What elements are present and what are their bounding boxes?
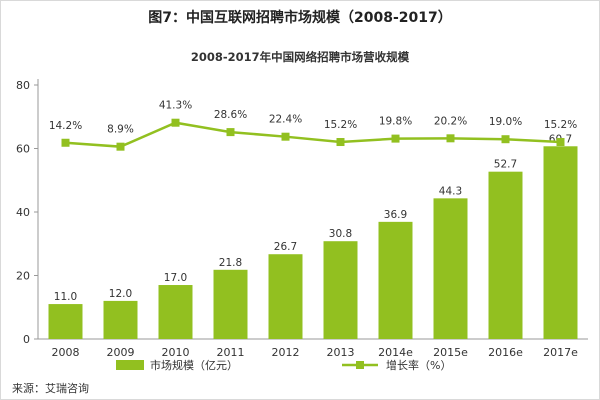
y-tick-label: 20 [16,270,30,283]
bar-value-label: 36.9 [384,209,407,221]
x-tick-label: 2008 [52,346,80,359]
line-point [446,134,455,143]
x-tick-label: 2011 [217,346,245,359]
legend-line-label: 增长率（%） [386,358,451,372]
x-tick-label: 2012 [272,346,300,359]
bar-value-label: 21.8 [219,257,242,269]
legend-line-marker [356,361,364,369]
line-value-label: 15.2% [324,119,357,131]
line-value-label: 20.2% [434,115,467,127]
growth-rate-line [65,121,561,148]
line-point [226,128,235,137]
bar [543,146,578,339]
x-tick-label: 2017e [543,346,578,359]
bar-value-label: 11.0 [54,291,77,303]
line-point [281,132,290,141]
chart-title: 2008-2017年中国网络招聘市场营收规模 [190,50,410,64]
bar [433,198,468,339]
bar [158,285,193,339]
line-value-label: 14.2% [49,120,82,132]
line-point [116,142,125,151]
x-tick-label: 2015e [433,346,468,359]
legend-bar-label: 市场规模（亿元） [150,358,238,372]
line-value-label: 15.2% [544,119,577,131]
bar [103,300,138,339]
bar [378,221,413,339]
line-value-label: 41.3% [159,100,192,112]
bar [268,254,303,339]
line-value-label: 8.9% [107,124,134,136]
x-tick-label: 2014e [378,346,413,359]
y-tick-label: 0 [23,333,30,346]
legend-bar-swatch [116,360,144,370]
bar-value-label: 12.0 [109,288,132,300]
line-point [556,138,565,147]
bar [323,241,358,339]
line-point [391,134,400,143]
bar-value-label: 52.7 [494,159,517,171]
bar [213,269,248,339]
bar-value-label: 17.0 [164,272,187,284]
line-point [501,135,510,144]
line-value-label: 28.6% [214,109,247,121]
line-point [171,118,180,127]
y-tick-label: 60 [16,143,30,156]
y-tick-label: 80 [16,79,30,92]
bar-value-label: 30.8 [329,228,352,240]
y-tick-label: 40 [16,206,30,219]
x-tick-label: 2009 [107,346,135,359]
bar [488,171,523,339]
bar [48,304,83,339]
source-note: 来源：艾瑞咨询 [12,382,89,395]
bar-value-label: 44.3 [439,185,462,197]
x-tick-label: 2016e [488,346,523,359]
line-value-label: 22.4% [269,114,302,126]
line-value-label: 19.0% [489,116,522,128]
bar-value-label: 26.7 [274,241,297,253]
x-tick-label: 2013 [327,346,355,359]
line-value-label: 19.8% [379,116,412,128]
figure-title: 图7：中国互联网招聘市场规模（2008-2017） [148,10,452,26]
x-tick-label: 2010 [162,346,190,359]
line-point [336,138,345,147]
line-point [61,138,70,147]
